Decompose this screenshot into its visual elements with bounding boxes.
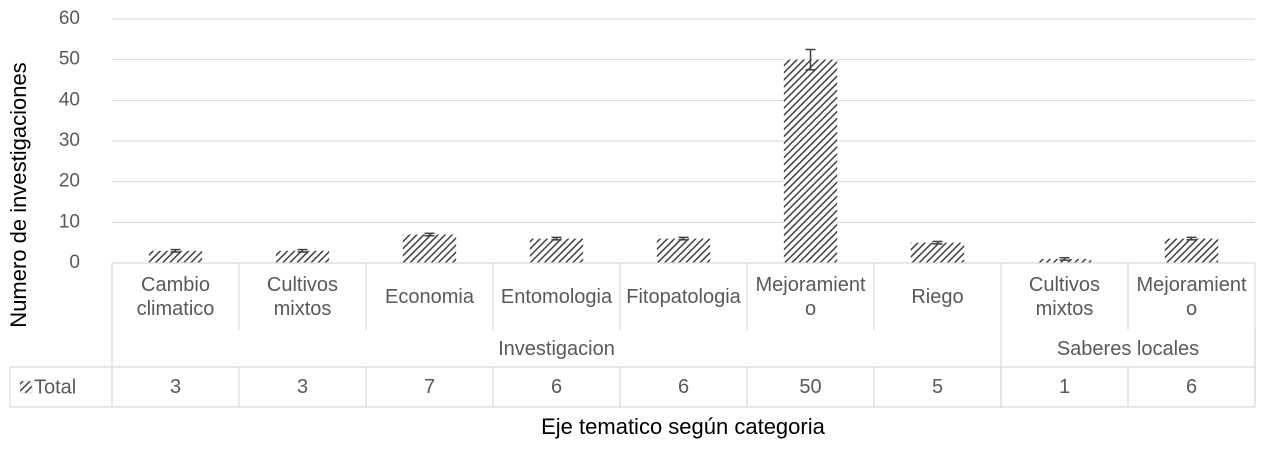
category-label-box: Mejoramiento — [755, 273, 866, 320]
y-tick-label: 50 — [59, 49, 80, 70]
data-table-value-box: 6 — [677, 376, 690, 398]
bar — [529, 238, 584, 263]
x-axis-title: Eje tematico según categoria — [541, 414, 825, 439]
bar — [148, 250, 203, 263]
bar — [656, 238, 711, 263]
bar — [402, 234, 457, 263]
data-table-value: 5 — [931, 376, 944, 398]
group-label: Investigacion — [498, 337, 615, 360]
category-label: Cambio climatico — [136, 273, 215, 320]
category-label: Cultivos mixtos — [266, 273, 339, 320]
category-label: Cultivos mixtos — [1028, 273, 1101, 320]
category-label-box: Cambio climatico — [136, 273, 215, 320]
legend-label: Total — [34, 376, 76, 398]
data-table-value-box: 3 — [296, 376, 309, 398]
bar — [1164, 238, 1219, 263]
data-table-value: 50 — [799, 376, 822, 398]
category-label-box: Entomologia — [500, 285, 613, 308]
category-label-box: Riego — [911, 285, 964, 308]
y-tick-label: 10 — [59, 211, 80, 232]
y-tick-label: 20 — [59, 171, 80, 192]
data-table-value-box: 50 — [799, 376, 822, 398]
category-label-box: Economia — [385, 285, 474, 308]
data-table-value-box: 7 — [423, 376, 436, 398]
category-label: Mejoramiento — [1136, 273, 1247, 320]
category-label: Economia — [385, 285, 474, 308]
category-label: Entomologia — [500, 285, 613, 308]
data-table-value-box: 1 — [1058, 376, 1071, 398]
group-label-box: Investigacion — [498, 337, 615, 360]
category-label: Mejoramiento — [755, 273, 866, 320]
y-axis-title: Numero de investigaciones — [6, 62, 31, 327]
category-label-box: Cultivos mixtos — [1028, 273, 1101, 320]
bar — [1037, 258, 1092, 263]
y-tick-label: 0 — [69, 252, 80, 273]
bar — [783, 59, 838, 263]
data-table-value: 1 — [1058, 376, 1071, 398]
data-table-value-box: 6 — [550, 376, 563, 398]
y-tick-label: 60 — [59, 8, 80, 29]
data-table-value-box: 6 — [1185, 376, 1198, 398]
group-label: Saberes locales — [1056, 337, 1200, 360]
data-table-value: 3 — [296, 376, 309, 398]
y-tick-label: 40 — [59, 89, 80, 110]
data-table-value-box: 3 — [169, 376, 182, 398]
data-table-value: 6 — [677, 376, 690, 398]
bar — [910, 242, 965, 263]
category-label: Riego — [911, 285, 964, 308]
data-table-value-box: 5 — [931, 376, 944, 398]
y-tick-label: 30 — [59, 130, 80, 151]
data-table-value: 6 — [1185, 376, 1198, 398]
category-label-box: Fitopatologia — [626, 285, 741, 308]
data-table-value: 6 — [550, 376, 563, 398]
category-label-box: Cultivos mixtos — [266, 273, 339, 320]
data-table-value: 3 — [169, 376, 182, 398]
category-label-box: Mejoramiento — [1136, 273, 1247, 320]
legend-swatch — [19, 380, 33, 394]
bar — [275, 250, 330, 263]
category-label: Fitopatologia — [626, 285, 741, 308]
data-table-value: 7 — [423, 376, 436, 398]
group-label-box: Saberes locales — [1056, 337, 1200, 360]
